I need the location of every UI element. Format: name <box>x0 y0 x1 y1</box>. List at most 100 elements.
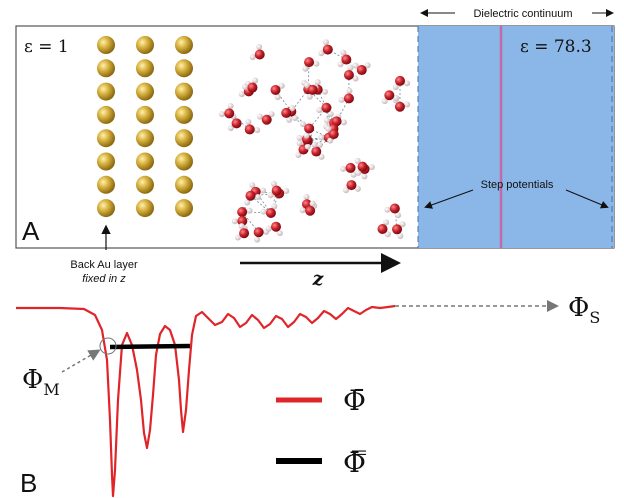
hydrogen-atom <box>327 110 334 117</box>
gold-atom <box>175 129 193 148</box>
oxygen-atom <box>322 44 333 55</box>
hydrogen-atom <box>265 225 272 232</box>
hydrogen-atom <box>245 119 252 126</box>
gold-atom <box>97 175 115 194</box>
oxygen-atom <box>304 123 315 134</box>
epsilon-right-label: ε = 78.3 <box>520 37 592 57</box>
oxygen-atom <box>343 70 354 81</box>
hydrogen-atom <box>364 62 371 69</box>
gold-atom <box>175 105 193 124</box>
au-layer-label-line1: Back Au layer <box>70 259 138 271</box>
step-arrow-right <box>565 189 609 209</box>
oxygen-atom <box>307 84 318 95</box>
hydrogen-atom <box>249 182 256 189</box>
hydrogen-atom <box>303 82 310 89</box>
oxygen-atom <box>224 108 235 119</box>
oxygen-atom <box>237 206 248 217</box>
oxygen-atom <box>304 57 315 68</box>
phi-m-arrow <box>61 349 101 373</box>
oxygen-atom <box>384 90 395 101</box>
hydrogen-atom <box>318 50 325 57</box>
hydrogen-atom <box>218 111 225 118</box>
gold-atom <box>136 36 154 54</box>
gold-atom <box>175 152 193 171</box>
hydrogen-atom <box>327 137 334 144</box>
hydrogen-atom <box>260 187 267 194</box>
hydrogen-atom <box>397 233 404 240</box>
hydrogen-atom <box>340 165 347 172</box>
hydrogen-atom <box>361 173 368 180</box>
gold-atom <box>97 36 115 54</box>
oxygen-atom <box>247 82 258 93</box>
hydrogen-atom <box>227 102 234 109</box>
hydrogen-atom <box>352 75 359 82</box>
oxygen-atom <box>244 124 255 135</box>
oxygen-atom <box>343 93 354 104</box>
hydrogen-atom <box>384 206 391 213</box>
phi-m-circle <box>99 337 117 355</box>
hydrogen-atom <box>381 98 388 105</box>
hydrogen-atom <box>321 88 328 95</box>
oxygen-atom <box>305 205 316 216</box>
oxygen-atom <box>245 190 256 201</box>
hydrogen-atom <box>256 113 263 120</box>
hydrogen-atom <box>350 171 357 178</box>
oxygen-atom <box>377 223 388 234</box>
hydrogen-atom <box>278 82 285 89</box>
hydrogen-atom <box>311 141 318 148</box>
hydrogen-atom <box>323 39 330 46</box>
mean-potential-curve <box>16 304 396 498</box>
gold-atom <box>175 199 193 218</box>
oxygen-atom <box>394 101 405 112</box>
hydrogen-atom <box>340 119 347 126</box>
hydrogen-atom <box>318 153 325 160</box>
hydrogen-atom <box>246 207 253 214</box>
hydrogen-atom <box>291 115 298 122</box>
gold-atom <box>175 82 193 101</box>
gold-atom <box>97 59 115 78</box>
hydrogen-atom <box>306 93 313 100</box>
hydrogen-atom <box>313 60 320 67</box>
hydrogen-atom <box>309 200 316 207</box>
hydrogen-atom <box>303 132 310 139</box>
hydrogen-atom <box>231 218 238 225</box>
oxygen-atom <box>231 118 242 129</box>
oxygen-atom <box>346 180 357 191</box>
panel-b: ΦS ΦM Φ̄ Φ̿ B <box>16 293 600 498</box>
oxygen-atom <box>321 102 332 113</box>
hydrogen-atom <box>254 236 261 243</box>
hydrogen-atom <box>338 96 345 103</box>
hydrogen-atom <box>244 199 251 206</box>
oxygen-atom <box>239 228 250 239</box>
double-averaged-potential-segment <box>109 343 191 350</box>
water-molecules <box>218 39 411 243</box>
hydrogen-atom <box>393 95 400 102</box>
hydrogen-atom <box>318 134 325 141</box>
gold-atom <box>97 105 115 124</box>
phi-s-subscript: S <box>589 308 600 327</box>
gold-atom <box>97 199 115 218</box>
legend-black-symbol: Φ̿ <box>343 446 366 479</box>
hydrogen-atom <box>354 157 361 164</box>
hydrogen-atom <box>267 192 274 199</box>
hydrogen-atom <box>227 125 234 132</box>
hydrogen-atom <box>242 83 249 90</box>
hydrogen-atom <box>343 187 350 194</box>
oxygen-atom <box>341 54 352 65</box>
oxygen-atom <box>261 114 272 125</box>
oxygen-atom <box>331 116 342 127</box>
hydrogen-atom <box>234 234 241 241</box>
panel-b-label: B <box>20 468 37 498</box>
gold-atom <box>136 105 154 124</box>
oxygen-atom <box>345 162 356 173</box>
hydrogen-atom <box>346 87 353 94</box>
oxygen-atom <box>389 203 400 214</box>
oxygen-atom <box>270 84 281 95</box>
hydrogen-atom <box>289 105 296 112</box>
hydrogen-atom <box>276 230 283 237</box>
hydrogen-atom <box>383 219 390 226</box>
panel-a: ε = 1 ε = 78.3 A Dielectric continuum St… <box>15 8 615 249</box>
hydrogen-atom <box>340 49 347 56</box>
hydrogen-atom <box>286 116 293 123</box>
